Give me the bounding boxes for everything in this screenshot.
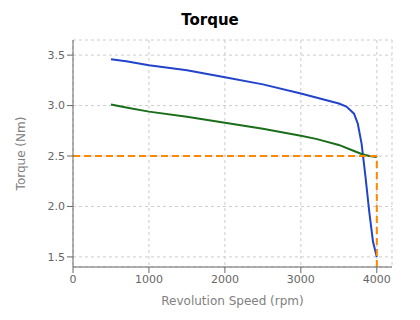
html-text:Torque: Torque [181,11,239,29]
svg-text:2000: 2000 [211,273,239,286]
svg-text:Torque (Nm): Torque (Nm) [14,117,28,192]
svg-text:1000: 1000 [135,273,163,286]
svg-text:4000: 4000 [363,273,391,286]
svg-text:3000: 3000 [287,273,315,286]
svg-text:2.0: 2.0 [48,200,66,213]
svg-text:3.0: 3.0 [48,99,66,112]
svg-text:1.5: 1.5 [48,251,66,264]
svg-text:2.5: 2.5 [48,150,66,163]
svg-text:Revolution Speed (rpm): Revolution Speed (rpm) [161,294,303,308]
svg-text:3.5: 3.5 [48,49,66,62]
svg-text:0: 0 [70,273,77,286]
